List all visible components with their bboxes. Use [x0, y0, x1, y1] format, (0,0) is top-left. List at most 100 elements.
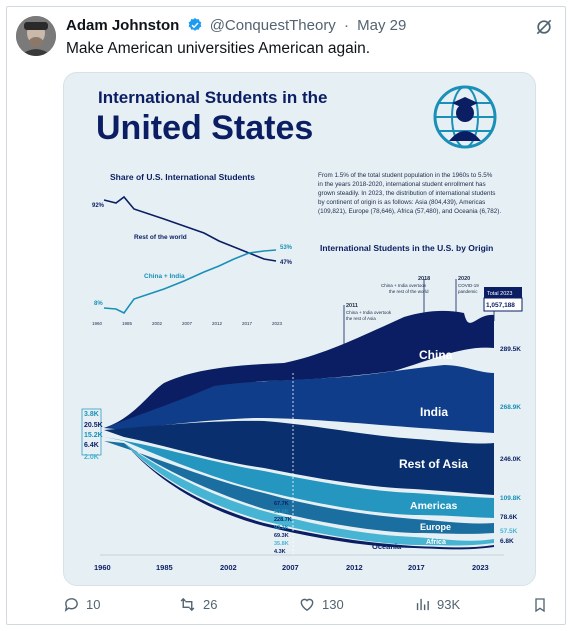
repost-icon — [180, 597, 195, 612]
share-x-tick: 2007 — [182, 321, 193, 326]
end-value-americas: 109.8K — [500, 495, 521, 502]
share-x-tick: 2012 — [212, 321, 223, 326]
globe-graduate-icon — [433, 85, 497, 149]
start-value-rest-of-asia: 15.2K — [84, 432, 103, 439]
annotation-2018-text: China + India overtook — [381, 283, 427, 288]
intro-line-1: From 1.5% of the total student populatio… — [318, 172, 493, 179]
share-x-tick: 1960 — [92, 321, 103, 326]
infographic: International Students in the United Sta… — [81, 85, 523, 572]
reply-button[interactable]: 10 — [63, 596, 100, 613]
rest-of-world-line — [103, 195, 277, 262]
europe-band — [104, 441, 494, 534]
rest-of-asia-band — [104, 420, 494, 495]
reply-count: 10 — [86, 597, 101, 612]
annotation-2018-year: 2018 — [418, 276, 430, 282]
india-band — [104, 365, 494, 433]
share-end-rest: 47% — [280, 260, 293, 266]
share-x-axis: 1960 1985 2002 2007 2012 2017 2023 — [92, 321, 283, 326]
verified-badge-icon — [188, 18, 201, 31]
origin-x-axis: 1960 1985 2002 2007 2012 2017 2023 — [94, 563, 489, 572]
band-labels: China India Rest of Asia Americas Europe… — [372, 348, 468, 551]
annotations: 2011 China + India overtook the rest of … — [343, 276, 523, 355]
end-value-india: 268.9K — [500, 404, 521, 411]
annotation-2011-text: the rest of Asia — [346, 316, 376, 321]
band-label-oceania: Oceania — [372, 542, 402, 551]
like-count: 130 — [322, 597, 344, 612]
share-x-tick: 2002 — [152, 321, 163, 326]
infographic-title-line2: United States — [96, 109, 313, 147]
share-x-tick: 2023 — [272, 321, 283, 326]
share-ci-label: China + India — [144, 273, 185, 280]
views-button[interactable]: 93K — [414, 596, 460, 613]
end-value-china: 289.5K — [500, 346, 521, 353]
action-bar: 10 26 130 93K — [0, 596, 572, 618]
annotation-2020-year: 2020 — [458, 276, 470, 282]
author-handle[interactable]: @ConquestTheory — [209, 17, 336, 34]
origin-x-tick: 1960 — [94, 563, 111, 572]
start-value-china: 3.8K — [84, 411, 99, 418]
band-label-rest-of-asia: Rest of Asia — [399, 457, 468, 471]
tweet-text: Make American universities American agai… — [66, 40, 371, 57]
annotation-2011-text: China + India overtook — [346, 310, 392, 315]
intro-line-3: grown steadily. In 2023, the distributio… — [318, 190, 495, 197]
end-value-oceania: 6.8K — [500, 538, 514, 545]
intro-line-5: (109,821), Europe (78,646), Africa (57,4… — [318, 208, 501, 215]
start-values: 3.8K 20.5K 15.2K 6.4K 2.0K — [81, 408, 103, 461]
annotation-2020-text: COVID-19 — [458, 283, 479, 288]
start-value-americas: 6.4K — [84, 442, 99, 449]
band-label-americas: Americas — [410, 500, 457, 512]
band-label-africa: Africa — [426, 539, 446, 546]
origin-x-tick: 1985 — [156, 563, 173, 572]
origin-x-tick: 2002 — [220, 563, 237, 572]
intro-paragraph: From 1.5% of the total student populatio… — [318, 172, 501, 215]
value-2007: 93.0K — [274, 509, 289, 515]
end-value-europe: 78.6K — [500, 514, 518, 521]
grok-icon[interactable] — [534, 17, 554, 37]
end-value-africa: 57.5K — [500, 528, 518, 535]
avatar[interactable] — [16, 16, 56, 56]
value-2007: 35.8K — [274, 541, 289, 547]
avatar-image — [16, 16, 56, 56]
tweet-media-infographic[interactable]: International Students in the United Sta… — [63, 72, 536, 586]
share-x-tick: 1985 — [122, 321, 133, 326]
band-label-europe: Europe — [420, 522, 451, 532]
intro-line-2: in the years 2018-2020, international st… — [318, 181, 486, 188]
africa-band — [124, 443, 494, 546]
heart-icon — [300, 598, 314, 612]
start-value-india: 20.5K — [84, 422, 103, 429]
annotation-2020-text: pandemic — [458, 289, 478, 294]
share-chart-title: Share of U.S. International Students — [110, 172, 255, 182]
value-2007: 4.3K — [274, 549, 286, 555]
end-value-rest-of-asia: 246.0K — [500, 456, 521, 463]
origin-chart-title: International Students in the U.S. by Or… — [320, 243, 493, 253]
view-count: 93K — [437, 597, 461, 612]
total-2023-value: 1,057,188 — [486, 302, 515, 309]
value-2007: 67.7K — [274, 501, 289, 507]
values-2007: 67.7K 93.0K 228.7K 93.3K 69.3K 35.8K 4.3… — [274, 501, 292, 555]
post-date[interactable]: May 29 — [357, 17, 407, 34]
infographic-title-line1: International Students in the — [98, 88, 328, 107]
origin-x-tick: 2012 — [346, 563, 363, 572]
intro-line-4: by continent of origin is as follows: As… — [318, 199, 485, 206]
views-chart-icon — [416, 598, 429, 611]
china-band — [104, 310, 494, 428]
value-2007: 228.7K — [274, 517, 292, 523]
repost-button[interactable]: 26 — [178, 596, 217, 613]
total-2023-label: Total 2023 — [487, 291, 512, 297]
share-rest-label: Rest of the world — [134, 234, 187, 241]
bookmark-icon — [535, 598, 545, 613]
share-start-rest: 92% — [92, 203, 105, 209]
author-name[interactable]: Adam Johnston — [66, 17, 180, 34]
bookmark-button[interactable] — [532, 596, 554, 614]
origin-x-tick: 2017 — [408, 563, 425, 572]
share-end-ci: 53% — [280, 245, 293, 251]
start-value-europe: 2.0K — [84, 454, 99, 461]
americas-band — [104, 437, 494, 518]
share-start-ci: 8% — [94, 301, 103, 307]
repost-count: 26 — [203, 597, 218, 612]
origin-x-tick: 2007 — [282, 563, 299, 572]
value-2007: 93.3K — [274, 525, 289, 531]
like-button[interactable]: 130 — [298, 596, 344, 613]
origin-x-tick: 2023 — [472, 563, 489, 572]
band-label-china: China — [419, 348, 453, 362]
